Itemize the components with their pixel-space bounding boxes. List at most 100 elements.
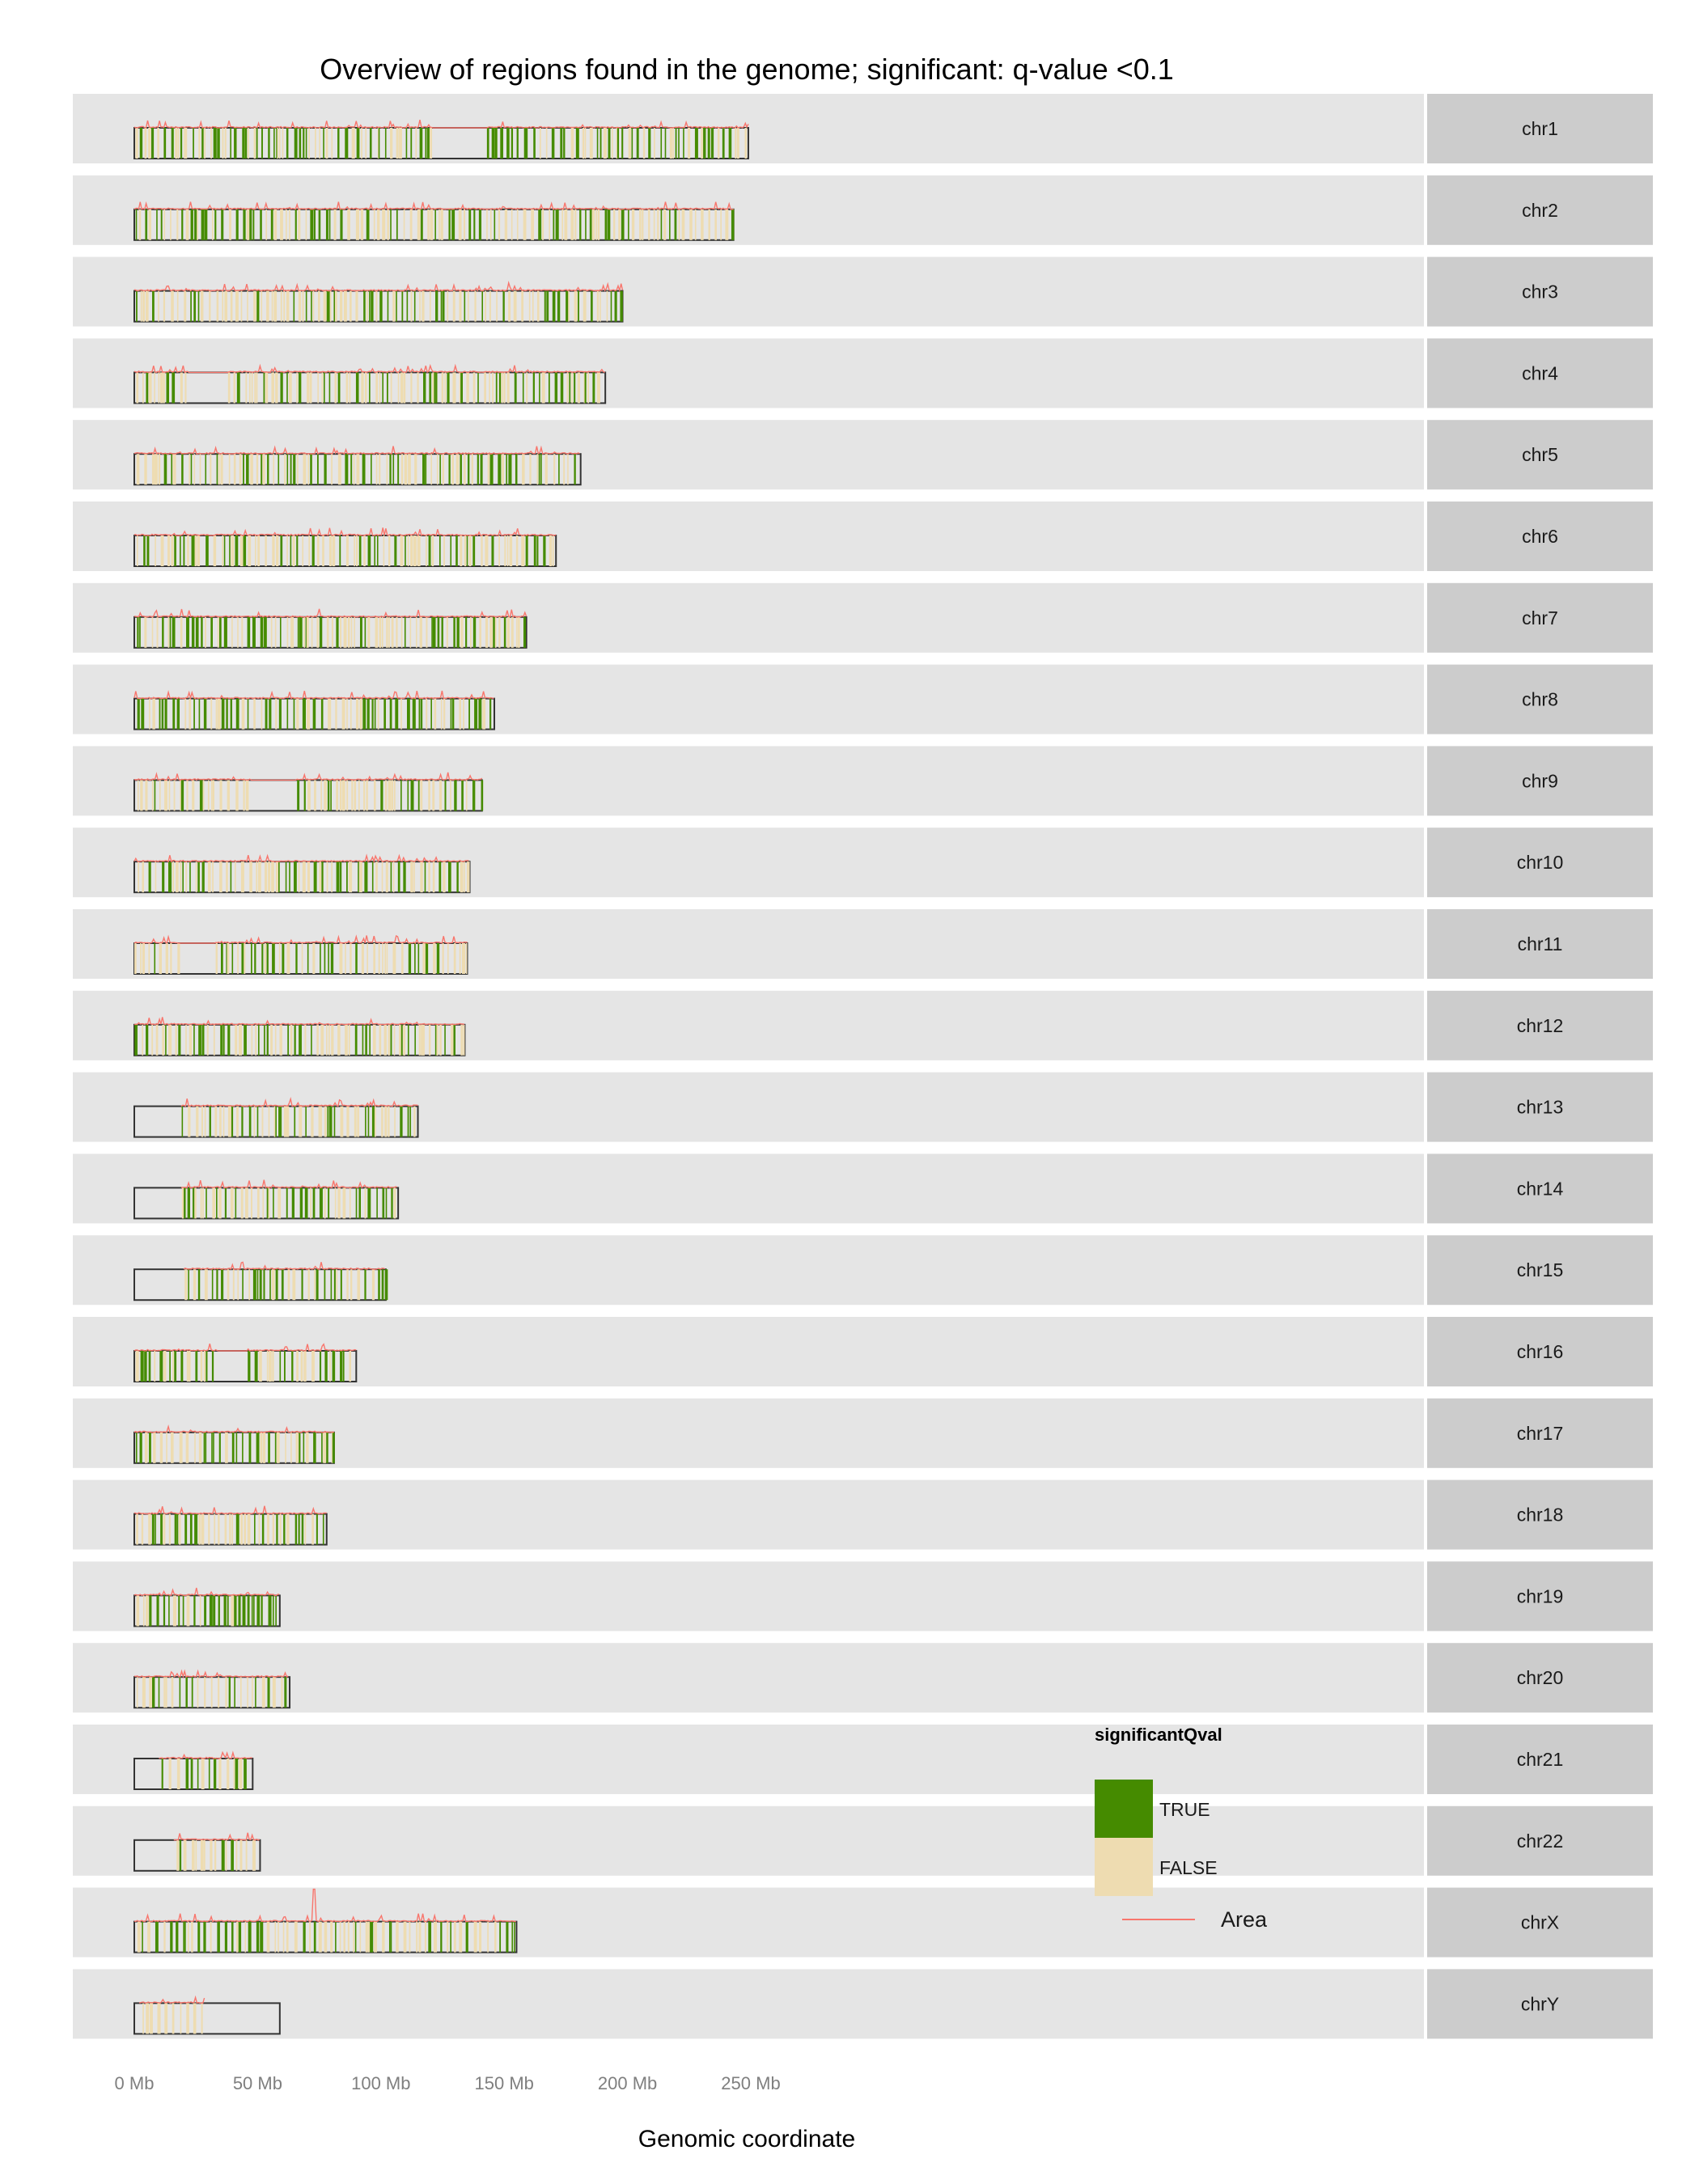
- region-not-significant: [243, 780, 245, 811]
- region-not-significant: [391, 780, 394, 811]
- region-not-significant: [236, 1921, 239, 1953]
- strip-background: [1427, 338, 1653, 408]
- region-not-significant: [518, 616, 520, 648]
- chromosome-panel-chrY: chrY: [73, 1969, 1653, 2039]
- region-significant: [371, 698, 374, 730]
- region-significant: [154, 943, 156, 974]
- region-not-significant: [463, 209, 466, 240]
- region-not-significant: [212, 861, 214, 893]
- region-not-significant: [496, 290, 498, 322]
- region-not-significant: [198, 128, 201, 159]
- region-not-significant: [373, 209, 375, 240]
- region-not-significant: [233, 372, 235, 404]
- region-not-significant: [218, 454, 220, 485]
- region-significant: [209, 1106, 211, 1137]
- region-significant: [614, 290, 617, 322]
- region-significant: [311, 290, 312, 322]
- chromosome-panel-chr22: chr22: [73, 1805, 1653, 1876]
- region-not-significant: [331, 1024, 334, 1056]
- region-significant: [172, 372, 176, 404]
- region-not-significant: [403, 372, 406, 404]
- region-significant: [149, 1432, 151, 1463]
- region-significant: [316, 454, 319, 485]
- region-not-significant: [472, 372, 476, 404]
- region-significant: [389, 454, 392, 485]
- region-not-significant: [273, 290, 278, 322]
- region-not-significant: [372, 1024, 376, 1056]
- region-significant: [305, 290, 307, 322]
- region-not-significant: [252, 1677, 253, 1708]
- region-not-significant: [204, 1677, 206, 1708]
- region-not-significant: [387, 209, 389, 240]
- region-significant: [301, 1269, 303, 1301]
- region-significant: [552, 290, 556, 322]
- region-significant: [406, 290, 409, 322]
- region-not-significant: [173, 780, 176, 811]
- region-significant: [425, 943, 429, 974]
- region-not-significant: [279, 1513, 282, 1545]
- region-not-significant: [583, 372, 586, 404]
- region-significant: [450, 698, 452, 730]
- region-not-significant: [461, 943, 466, 974]
- region-not-significant: [432, 372, 434, 404]
- x-tick-label: 200 Mb: [598, 2073, 657, 2093]
- region-significant: [502, 290, 505, 322]
- region-significant: [456, 861, 459, 893]
- region-not-significant: [188, 1921, 189, 1953]
- region-not-significant: [251, 1024, 253, 1056]
- region-not-significant: [229, 1513, 231, 1545]
- region-not-significant: [240, 1187, 244, 1219]
- region-not-significant: [136, 372, 139, 404]
- region-not-significant: [287, 1269, 290, 1301]
- region-significant: [407, 1024, 409, 1056]
- region-significant: [464, 290, 466, 322]
- region-not-significant: [201, 2003, 203, 2034]
- region-significant: [486, 128, 489, 159]
- area-line: [180, 1096, 418, 1107]
- region-not-significant: [694, 209, 697, 240]
- region-not-significant: [275, 861, 278, 893]
- region-not-significant: [197, 1677, 199, 1708]
- region-not-significant: [176, 209, 179, 240]
- region-significant: [161, 698, 164, 730]
- region-significant: [139, 1432, 142, 1463]
- region-not-significant: [451, 1024, 454, 1056]
- region-not-significant: [420, 780, 423, 811]
- region-significant: [286, 1187, 288, 1219]
- region-not-significant: [163, 290, 166, 322]
- region-not-significant: [233, 454, 236, 485]
- region-significant: [703, 128, 706, 159]
- region-significant: [321, 861, 324, 893]
- region-significant: [636, 128, 639, 159]
- region-not-significant: [214, 1839, 217, 1871]
- region-not-significant: [350, 1269, 353, 1301]
- region-not-significant: [235, 290, 239, 322]
- region-not-significant: [463, 454, 466, 485]
- region-not-significant: [433, 943, 436, 974]
- region-not-significant: [220, 454, 223, 485]
- chromosome-panel-chrX: chrX: [73, 1887, 1653, 1958]
- region-significant: [299, 616, 303, 648]
- region-not-significant: [463, 698, 464, 730]
- region-not-significant: [175, 1024, 177, 1056]
- region-not-significant: [254, 535, 256, 566]
- region-significant: [511, 1921, 514, 1953]
- region-significant: [179, 1839, 182, 1871]
- strip-label: chr14: [1517, 1178, 1564, 1199]
- area-line: [133, 772, 483, 781]
- region-significant: [297, 616, 299, 648]
- chromosome-panel-chr18: chr18: [73, 1479, 1653, 1550]
- x-tick-label: 0 Mb: [115, 2073, 155, 2093]
- region-significant: [538, 454, 540, 485]
- region-significant: [425, 128, 427, 159]
- region-significant: [162, 616, 164, 648]
- region-significant: [540, 454, 542, 485]
- region-not-significant: [672, 128, 674, 159]
- legend: significantQval TRUE FALSE Area: [1095, 1725, 1268, 1932]
- region-significant: [439, 535, 441, 566]
- region-not-significant: [227, 943, 230, 974]
- region-not-significant: [447, 290, 449, 322]
- region-not-significant: [227, 1759, 230, 1789]
- region-not-significant: [203, 1351, 205, 1382]
- strip-background: [1427, 1398, 1653, 1468]
